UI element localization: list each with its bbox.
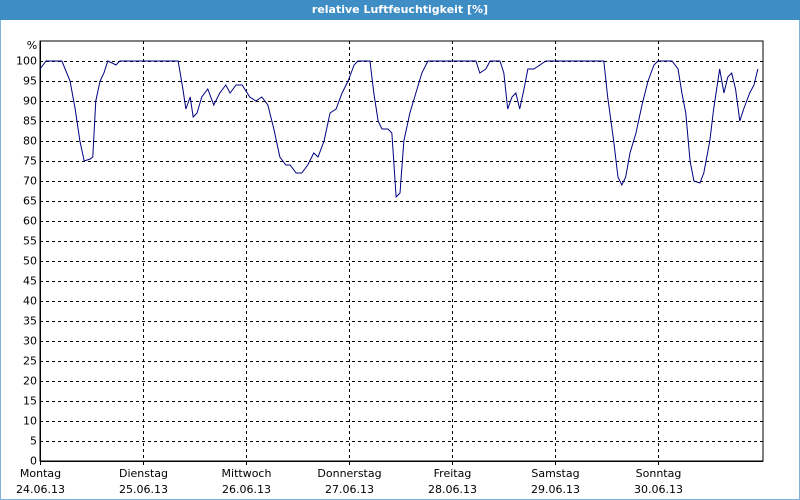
x-tick-date: 28.06.13	[428, 483, 477, 496]
x-tick-label: Mittwoch	[222, 467, 272, 480]
data-line	[39, 60, 759, 199]
y-tick-label: 25	[23, 355, 37, 368]
x-tick-date: 30.06.13	[634, 483, 683, 496]
y-tick-label: 0	[30, 455, 37, 468]
y-tick-label: 35	[23, 315, 37, 328]
y-tick-label: 55	[23, 235, 37, 248]
y-tick-label: 10	[23, 415, 37, 428]
x-tick-label: Freitag	[434, 467, 472, 480]
y-tick-label: 50	[23, 255, 37, 268]
chart-title: relative Luftfeuchtigkeit [%]	[312, 3, 488, 16]
y-tick-label: 65	[23, 195, 37, 208]
plot-background	[39, 40, 764, 462]
x-tick-date: 27.06.13	[325, 483, 374, 496]
x-tick-date: 26.06.13	[222, 483, 271, 496]
x-tick-label: Samstag	[531, 467, 579, 480]
y-tick-label: 40	[23, 295, 37, 308]
y-unit: %	[27, 39, 37, 52]
x-tick-label: Donnerstag	[317, 467, 381, 480]
y-tick-label: 90	[23, 95, 37, 108]
x-tick-date: 24.06.13	[16, 483, 65, 496]
y-tick-label: 5	[30, 435, 37, 448]
x-tick-label: Sonntag	[636, 467, 682, 480]
x-tick-label: Montag	[20, 467, 61, 480]
x-tick-label: Dienstag	[119, 467, 168, 480]
x-tick-date: 25.06.13	[119, 483, 168, 496]
y-tick-label: 85	[23, 115, 37, 128]
y-tick-label: 20	[23, 375, 37, 388]
y-tick-label: 30	[23, 335, 37, 348]
y-tick-label: 15	[23, 395, 37, 408]
x-tick-date: 29.06.13	[531, 483, 580, 496]
y-tick-label: 80	[23, 135, 37, 148]
y-tick-label: 70	[23, 175, 37, 188]
y-tick-label: 75	[23, 155, 37, 168]
y-tick-label: 60	[23, 215, 37, 228]
y-tick-label: 45	[23, 275, 37, 288]
title-bar	[0, 0, 800, 20]
y-tick-label: 95	[23, 75, 37, 88]
y-tick-label: 100	[16, 55, 37, 68]
